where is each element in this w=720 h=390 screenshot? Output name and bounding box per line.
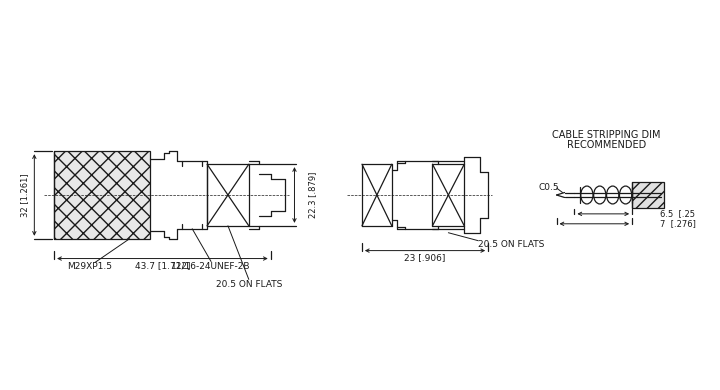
Text: RECOMMENDED: RECOMMENDED xyxy=(567,140,646,151)
Text: CABLE STRIPPING DIM: CABLE STRIPPING DIM xyxy=(552,130,660,140)
Text: 20.5 ON FLATS: 20.5 ON FLATS xyxy=(478,240,544,249)
Text: C0.5: C0.5 xyxy=(539,183,559,191)
Text: 43.7 [1.722]: 43.7 [1.722] xyxy=(135,261,190,270)
Text: 22.3 [.879]: 22.3 [.879] xyxy=(308,172,317,218)
Text: 20.5 ON FLATS: 20.5 ON FLATS xyxy=(215,280,282,289)
Text: 32 [1.261]: 32 [1.261] xyxy=(20,173,29,217)
Text: M29XP1.5: M29XP1.5 xyxy=(68,262,112,271)
Text: 7  [.276]: 7 [.276] xyxy=(660,219,696,228)
Text: 6.5  [.25: 6.5 [.25 xyxy=(660,209,695,218)
Text: 11/16-24UNEF-2B: 11/16-24UNEF-2B xyxy=(171,262,251,271)
Polygon shape xyxy=(54,151,150,239)
Polygon shape xyxy=(632,182,664,208)
Text: 23 [.906]: 23 [.906] xyxy=(405,253,446,262)
